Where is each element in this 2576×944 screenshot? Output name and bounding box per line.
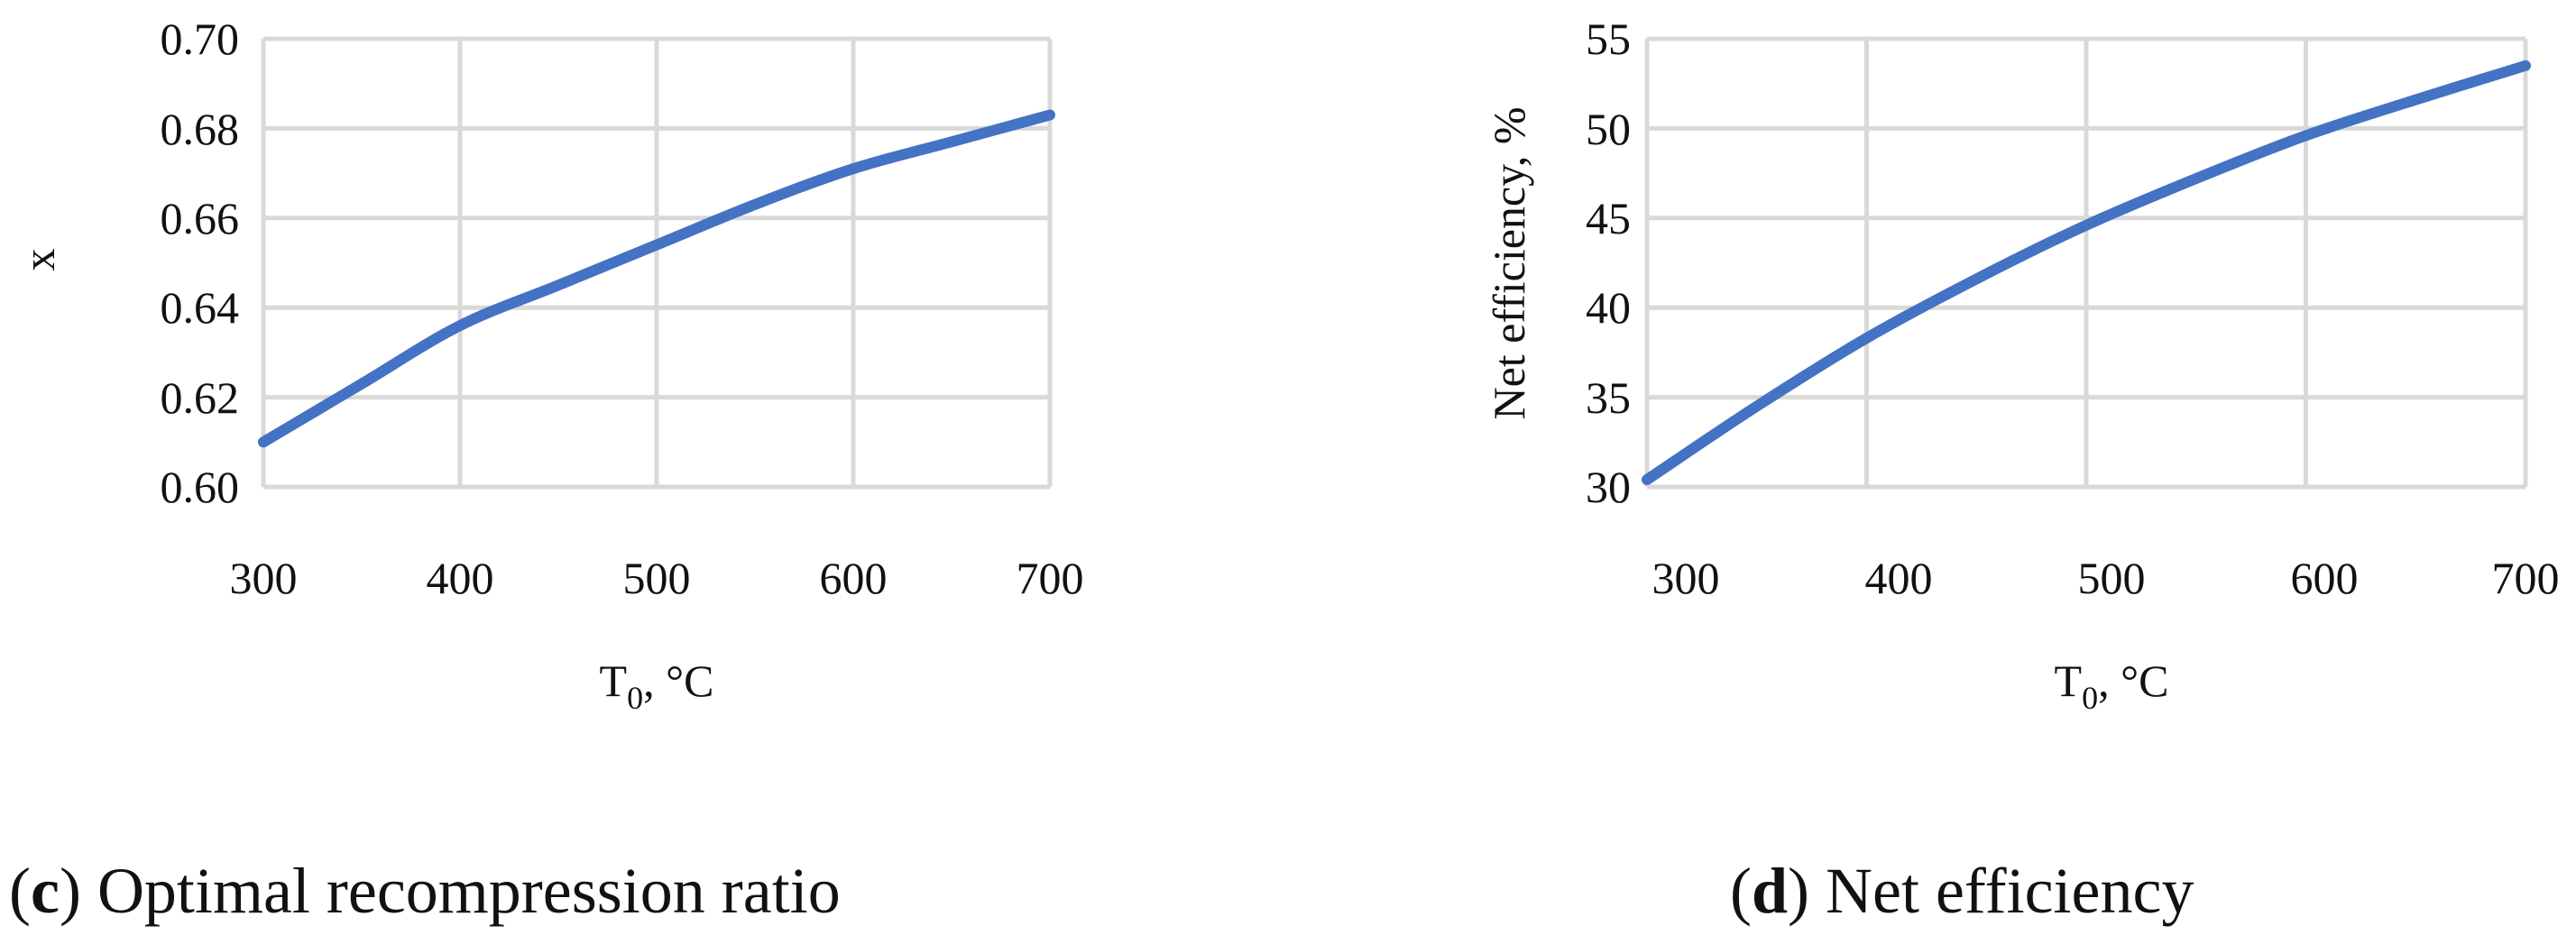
y-ticks-c: 0.70 0.68 0.66 0.64 0.62 0.60 <box>161 14 240 512</box>
x-tick-label: 500 <box>623 553 691 603</box>
x-axis-label-d: T0, °C <box>2055 655 2169 716</box>
x-tick-label: 600 <box>2291 553 2359 603</box>
y-tick-label: 0.66 <box>161 193 240 243</box>
y-tick-label: 0.68 <box>161 104 240 154</box>
x-tick-label: 700 <box>2492 553 2560 603</box>
y-tick-label: 0.60 <box>161 462 240 512</box>
y-tick-label: 40 <box>1586 282 1631 333</box>
series-line-c <box>258 109 1055 448</box>
caption-d: (d) Net efficiency <box>1730 855 2194 927</box>
series-line-d <box>1642 60 2531 485</box>
y-tick-label: 55 <box>1586 14 1631 64</box>
x-tick-label: 600 <box>820 553 888 603</box>
y-axis-label-c: x <box>14 249 64 271</box>
x-ticks-c: 300 400 500 600 700 <box>230 553 1084 603</box>
x-tick-label: 500 <box>2078 553 2146 603</box>
x-tick-label: 300 <box>1652 553 1720 603</box>
x-tick-label: 400 <box>1865 553 1933 603</box>
y-axis-label-d: Net efficiency, % <box>1484 106 1534 419</box>
chart-c: 0.70 0.68 0.66 0.64 0.62 0.60 300 400 50… <box>9 14 1084 927</box>
y-tick-label: 0.62 <box>161 372 240 423</box>
y-tick-label: 0.64 <box>161 282 240 333</box>
y-tick-label: 45 <box>1586 193 1631 243</box>
y-tick-label: 30 <box>1586 462 1631 512</box>
x-tick-label: 700 <box>1017 553 1084 603</box>
caption-c: (c) Optimal recompression ratio <box>9 855 841 927</box>
x-tick-label: 400 <box>427 553 494 603</box>
y-tick-label: 0.70 <box>161 14 240 64</box>
y-tick-label: 35 <box>1586 372 1631 423</box>
grid-d <box>1644 36 2528 490</box>
y-ticks-d: 55 50 45 40 35 30 <box>1586 14 1631 512</box>
x-axis-label-c: T0, °C <box>600 655 714 716</box>
y-tick-label: 50 <box>1586 104 1631 154</box>
grid-c <box>261 36 1053 490</box>
chart-d: 55 50 45 40 35 30 300 400 500 600 700 Ne… <box>1484 14 2560 927</box>
x-ticks-d: 300 400 500 600 700 <box>1652 553 2560 603</box>
x-tick-label: 300 <box>230 553 298 603</box>
